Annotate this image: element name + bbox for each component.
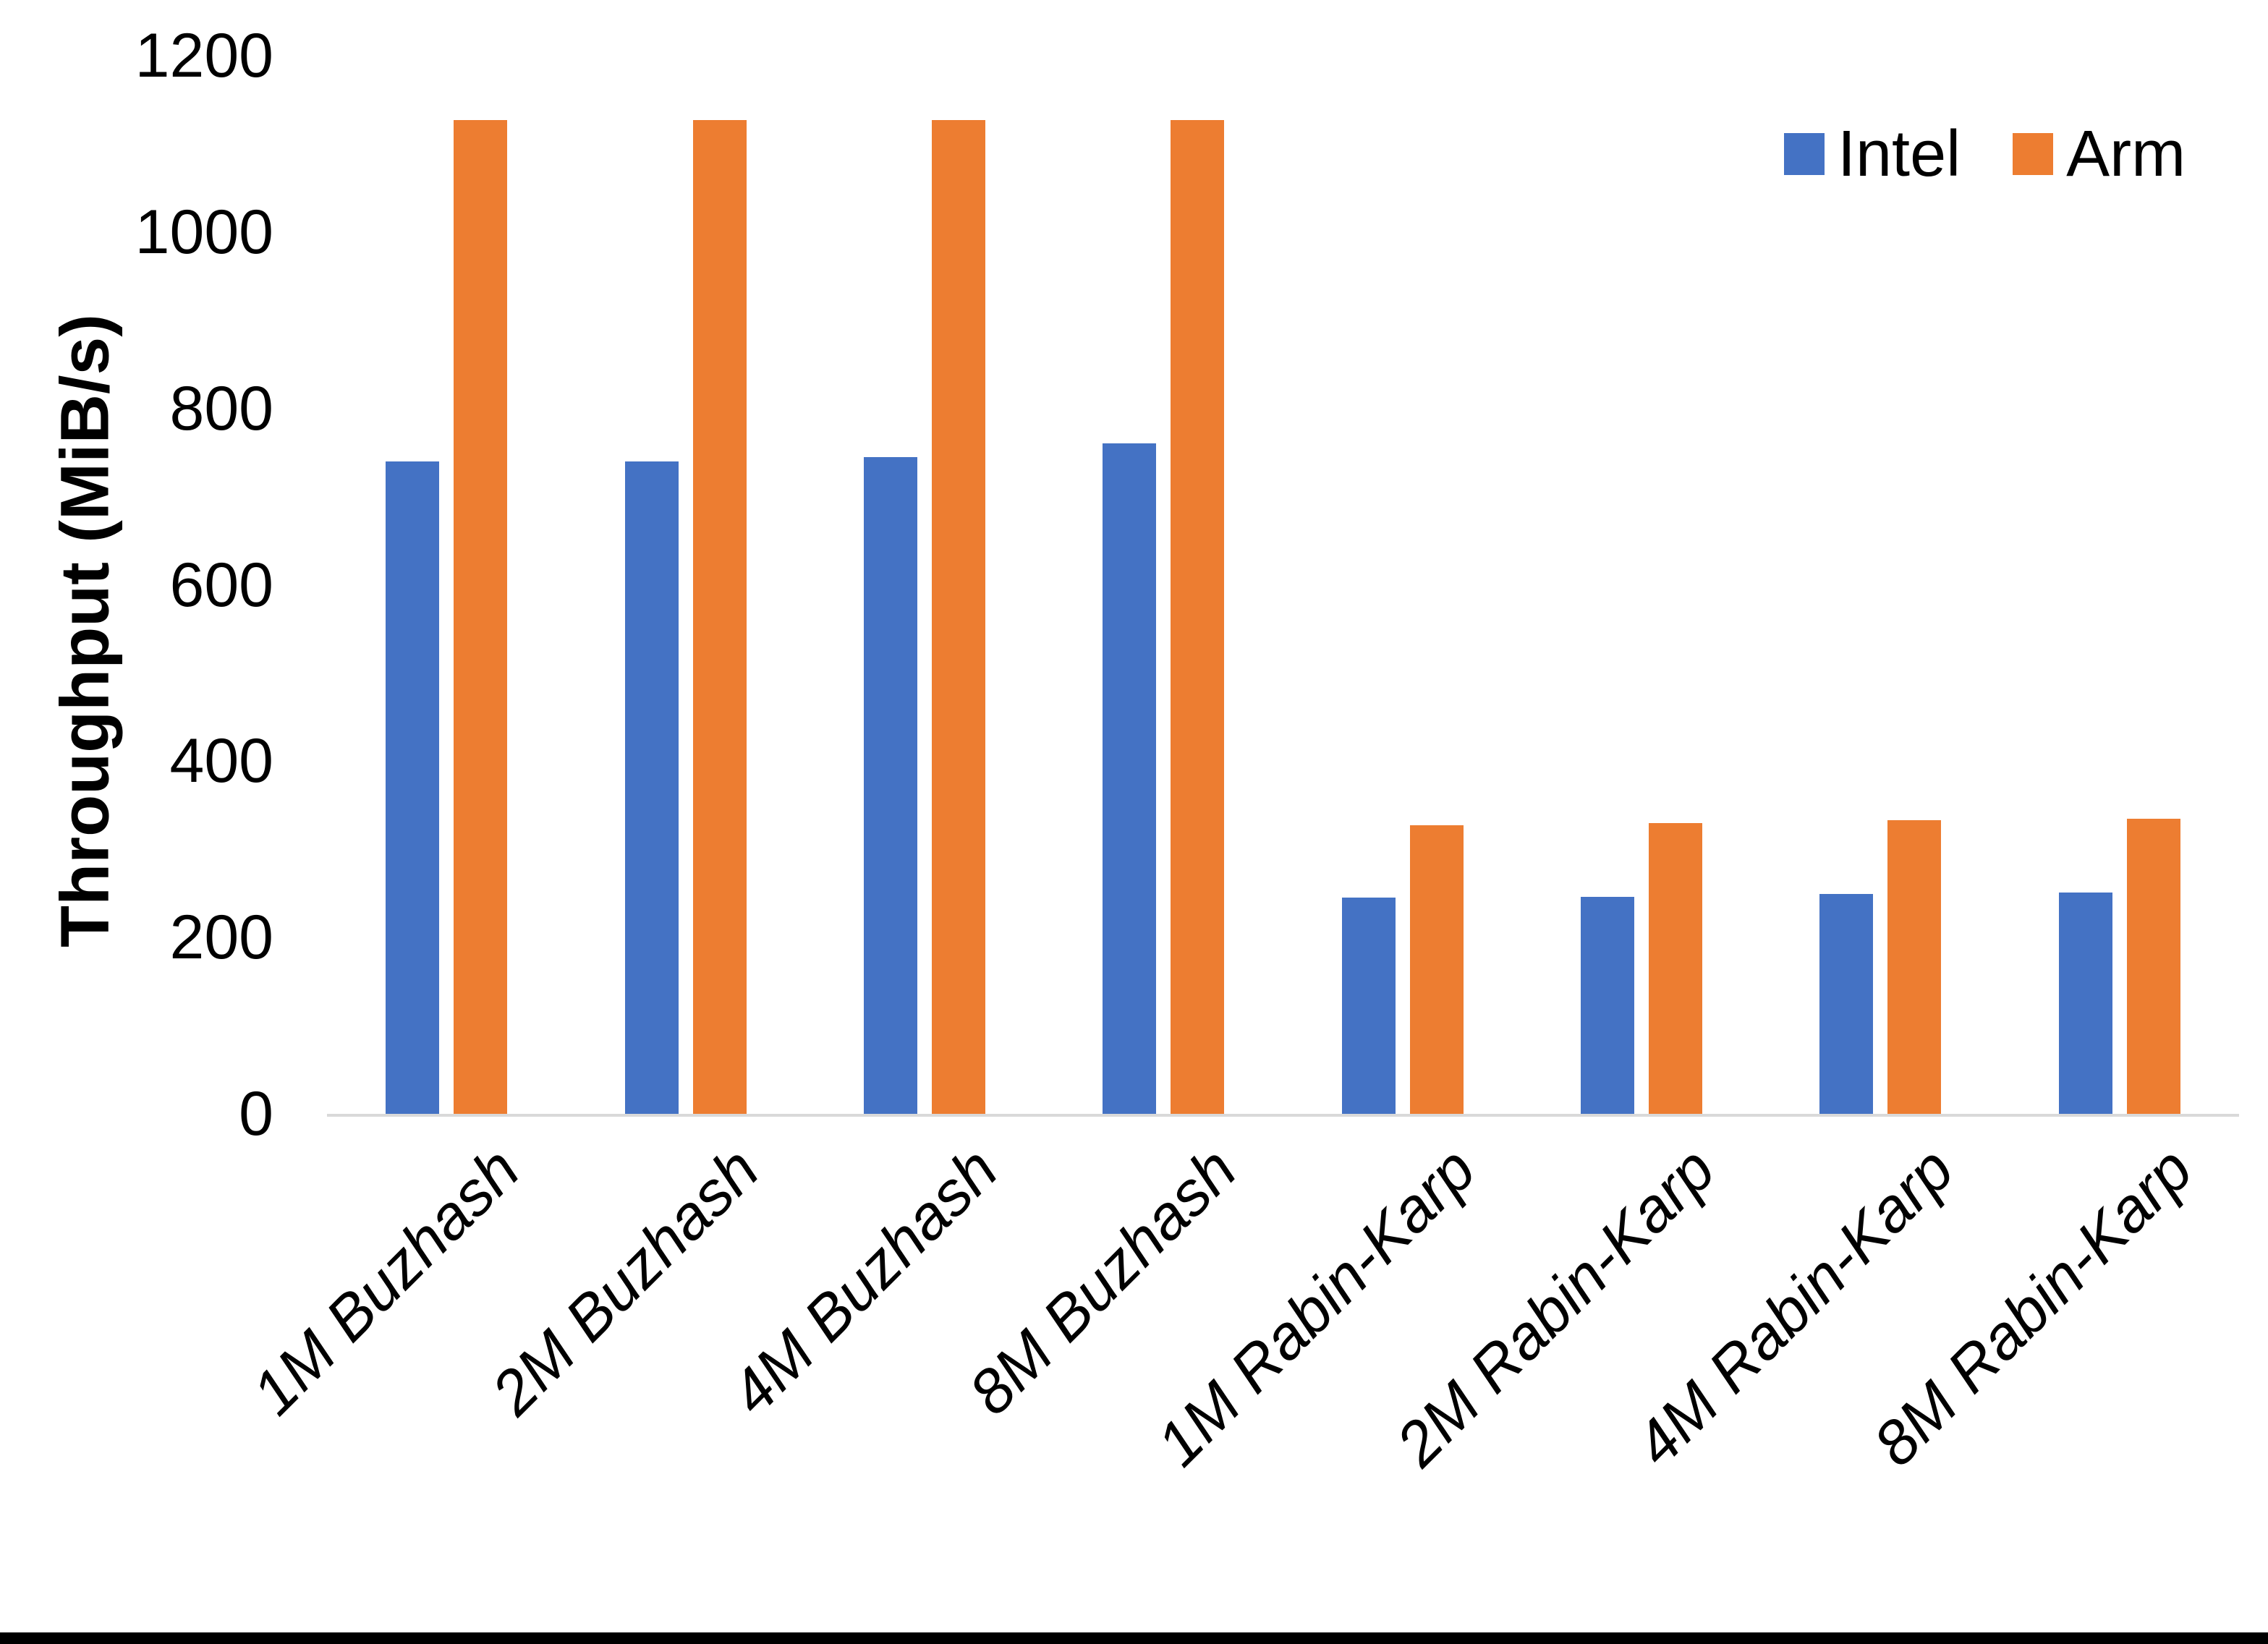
y-axis-tick-label: 0	[239, 1079, 273, 1149]
bar-intel	[1341, 898, 1396, 1114]
bar-arm	[692, 120, 747, 1114]
legend-swatch-arm	[2013, 133, 2054, 175]
bar-intel	[1819, 894, 1874, 1114]
plot-area	[327, 56, 2239, 1117]
bar-arm	[1887, 820, 1942, 1114]
bar-arm	[454, 120, 508, 1114]
bar-group	[1283, 56, 1522, 1114]
bar-intel	[386, 461, 440, 1114]
legend-label: Intel	[1838, 118, 1961, 190]
bar-group	[566, 56, 804, 1114]
y-axis-tick-label: 800	[169, 373, 274, 443]
bar-intel	[1103, 443, 1157, 1114]
bottom-border	[0, 1632, 2268, 1644]
legend-swatch-intel	[1784, 133, 1825, 175]
bar-intel	[624, 461, 679, 1114]
bar-arm	[2126, 818, 2180, 1114]
bar-arm	[1409, 825, 1464, 1114]
bar-intel	[2058, 893, 2112, 1114]
legend-item-arm: Arm	[2013, 122, 2186, 187]
bar-group	[1044, 56, 1283, 1114]
y-axis-tick-label: 1200	[135, 21, 273, 90]
y-axis-tick-label: 1000	[135, 197, 273, 267]
legend-item-intel: Intel	[1784, 122, 1961, 187]
y-axis-tick-label: 200	[169, 903, 274, 973]
legend-label: Arm	[2066, 118, 2186, 190]
bar-arm	[1171, 120, 1225, 1114]
bar-group	[2000, 56, 2239, 1114]
bar-arm	[1649, 822, 1703, 1114]
bar-group	[805, 56, 1044, 1114]
bar-group	[327, 56, 566, 1114]
bar-group	[1761, 56, 2000, 1114]
legend: Intel Arm	[1784, 122, 2186, 187]
bar-intel	[863, 456, 917, 1114]
bar-arm	[931, 120, 985, 1114]
bar-group	[1522, 56, 1761, 1114]
y-axis-tick-label: 400	[169, 726, 274, 796]
y-axis-tick-label: 600	[169, 550, 274, 620]
bar-intel	[1581, 897, 1635, 1114]
